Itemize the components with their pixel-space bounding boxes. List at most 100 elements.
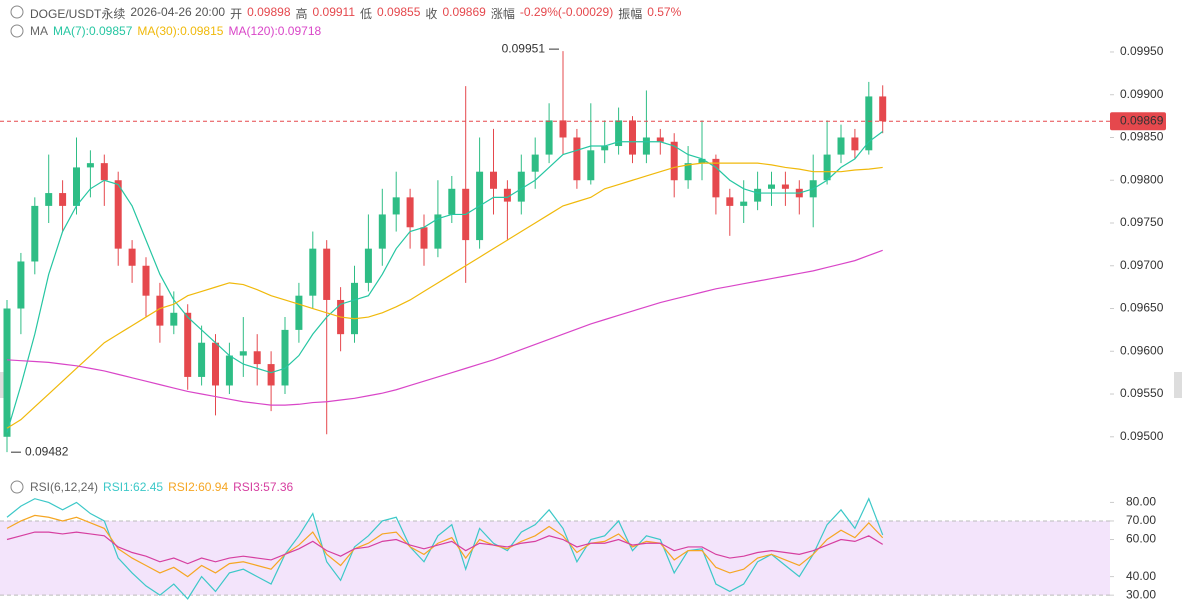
high-label: 0.09951 [502,41,546,55]
y-tick-label: 0.09550 [1120,386,1164,400]
candle-body [184,312,192,377]
y-tick-label: 80.00 [1126,495,1156,509]
candle-body [378,214,386,249]
field-value: 0.57% [647,5,682,19]
y-tick-label: 0.09750 [1120,215,1164,229]
field-label: 振幅 [618,7,643,21]
candle-body [31,205,39,262]
candle-body [309,248,317,296]
y-tick-label: 40.00 [1126,569,1156,583]
y-tick-label: 70.00 [1126,513,1156,527]
candle-body [281,329,289,386]
candle-body [17,261,25,309]
candle-body [517,171,525,202]
last-price-box [1110,112,1166,131]
candle-body [740,201,748,206]
candle-body [392,197,400,215]
candle-body [212,342,219,386]
legend-entry: MA(120):0.09718 [228,24,322,38]
candle-body [754,188,762,202]
header-ohlc: DOGE/USDT永续 2026-04-26 20:00 开 0.09898 高 0.… [30,5,681,22]
candle-body [698,158,706,164]
ma-line [6,249,883,406]
candle-body [490,171,497,189]
candle-body [837,137,845,155]
rsi-line [6,497,884,600]
candle-body [142,265,150,296]
candle-body [239,351,247,356]
rsi-legend: RSI(6,12,24) RSI1:62.45 RSI2:60.94 RSI3:57… [30,480,293,494]
candle-body [879,96,887,122]
candle-body [351,282,358,335]
candle-body [642,137,650,155]
y-tick-label: 0.09700 [1120,258,1164,272]
candle-body [253,351,261,365]
collapse-icon[interactable] [10,5,24,19]
candle-body [420,227,428,249]
last-price-label: 0.09869 [1120,113,1164,127]
ma-title: MA [30,24,48,38]
legend-entry: RSI2:60.94 [168,480,229,494]
y-tick-label: 0.09950 [1120,44,1164,58]
y-tick-label: 0.09900 [1120,87,1164,101]
candle-body [656,137,664,142]
candle-body [364,248,372,283]
candle-body [156,295,164,326]
candle-body [865,96,873,151]
legend-entry: RSI1:62.45 [103,480,164,494]
side-handle[interactable] [0,372,5,398]
candle-body [448,188,456,215]
field-value: 0.09911 [312,5,356,19]
legend-entry: MA(7):0.09857 [53,24,133,38]
candle-body [587,150,595,181]
candle-body [851,137,859,151]
candle-body [601,146,609,151]
candle-body [823,154,831,181]
time: 2026-04-26 20:00 [130,5,226,19]
candle-body [406,197,414,228]
candle-body [170,312,178,326]
symbol: DOGE/USDT永续 [30,7,126,21]
candle-body [45,193,53,206]
candle-body [573,137,581,181]
candle-body [684,163,692,181]
candle-body [323,248,331,300]
candle-body [781,184,789,189]
field-label: 收 [425,7,438,21]
ma-line [6,131,884,433]
collapse-icon[interactable] [10,480,24,494]
candle-body [545,120,553,155]
candle-body [114,180,122,249]
y-tick-label: 0.09650 [1120,301,1164,315]
field-label: 高 [295,7,308,21]
candle-body [712,158,720,198]
side-handle[interactable] [1174,372,1182,398]
legend-entry: MA(30):0.09815 [137,24,224,38]
candle-body [267,364,275,386]
collapse-icon[interactable] [10,24,24,38]
legend-entry: RSI3:57.36 [233,480,294,494]
ma-line [6,162,883,429]
candle-body [198,342,206,377]
y-tick-label: 30.00 [1126,587,1156,601]
candle-body [629,120,636,155]
field-label: 开 [230,7,243,21]
candle-body [225,355,233,386]
rsi-band [0,520,1110,596]
y-tick-label: 0.09800 [1120,172,1164,186]
field-label: 涨幅 [490,7,515,21]
field-value: 0.09898 [247,5,291,19]
candle-body [3,308,11,437]
field-value: -0.29%(-0.00029) [519,5,614,19]
candle-body [726,197,734,206]
candle-body [128,248,136,266]
low-label: 0.09482 [25,444,69,458]
candle-body [434,214,442,249]
candle-body [100,163,108,181]
rsi-title: RSI(6,12,24) [30,480,99,494]
candle-body [768,184,775,189]
rsi-line [6,531,884,565]
candle-body [559,120,567,138]
